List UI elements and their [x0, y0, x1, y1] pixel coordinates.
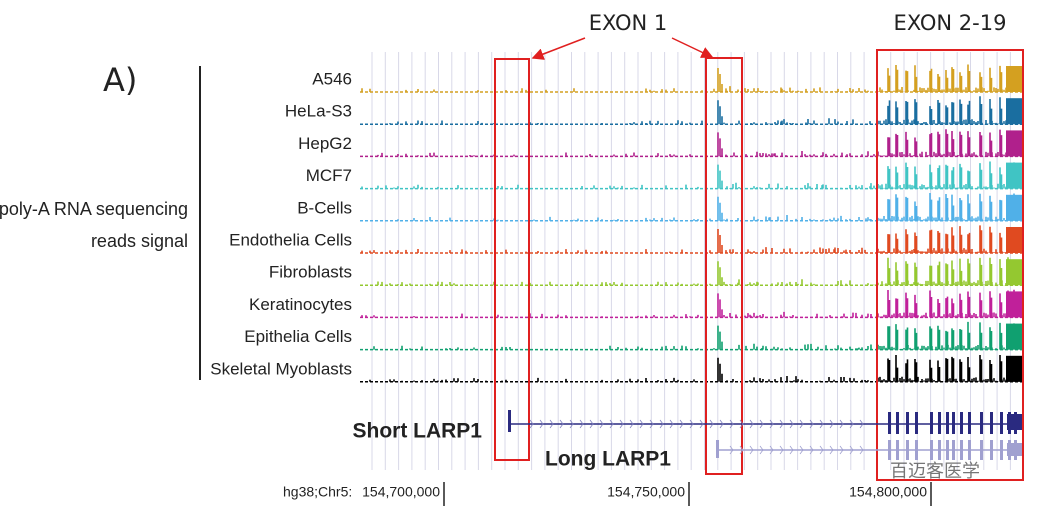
- exon: [980, 440, 983, 460]
- gene-label: Short LARP1: [352, 420, 482, 443]
- track-label: Epithelia Cells: [244, 327, 352, 346]
- exon: [1007, 414, 1022, 430]
- arrow: [671, 37, 714, 58]
- exon: [716, 440, 719, 458]
- exon: [906, 412, 909, 434]
- coord-tick: 154,700,000: [362, 484, 440, 500]
- tracks: A546 HeLa-S3 HepG2 MCF7 B-Cells Endothelia Ce…: [210, 64, 1022, 383]
- exon: [946, 440, 949, 460]
- exon: [952, 440, 955, 460]
- exon: [968, 412, 971, 434]
- signal-block: [1006, 194, 1022, 221]
- signal-block: [1006, 162, 1022, 189]
- exon1-label: EXON 1: [589, 11, 668, 35]
- track-label: Fibroblasts: [269, 263, 352, 282]
- exon: [960, 440, 963, 460]
- signal-block: [1006, 355, 1022, 382]
- track-label: Endothelia Cells: [229, 230, 352, 249]
- exon: [888, 440, 891, 460]
- coord-tick: 154,750,000: [607, 484, 685, 500]
- exon: [990, 412, 993, 434]
- signal: [377, 257, 1021, 286]
- exon: [952, 412, 955, 434]
- exon: [938, 440, 941, 460]
- y-label: poly-A RNA sequencing: [0, 199, 188, 219]
- exon: [930, 412, 933, 434]
- y-label: reads signal: [91, 231, 188, 251]
- panel-label: A): [103, 61, 137, 99]
- gene-label: Long LARP1: [545, 448, 671, 471]
- signal-block: [1006, 66, 1022, 92]
- coord-tick: 154,800,000: [849, 484, 927, 500]
- track-label: HepG2: [298, 134, 352, 153]
- gene-models: [508, 410, 1022, 460]
- track-label: MCF7: [306, 166, 352, 185]
- signal-block: [1006, 98, 1022, 125]
- signal-block: [1006, 323, 1022, 350]
- coord-prefix: hg38;Chr5:: [283, 484, 352, 500]
- exon: [906, 440, 909, 460]
- exon: [990, 440, 993, 460]
- track-label: Keratinocytes: [249, 295, 352, 314]
- track-label: A546: [312, 69, 352, 88]
- watermark: 百迈客医学: [890, 461, 980, 482]
- signal-block: [1006, 259, 1022, 286]
- signal-block: [1006, 291, 1022, 318]
- exon: [915, 412, 918, 434]
- exon: [960, 412, 963, 434]
- exon: [1007, 443, 1022, 456]
- signal-block: [1006, 227, 1022, 253]
- exon: [930, 440, 933, 460]
- signal-block: [1006, 130, 1022, 157]
- exon2-19-box: [876, 49, 1024, 481]
- exon: [1000, 412, 1003, 434]
- exon1-box: [494, 58, 530, 461]
- track-label: B-Cells: [297, 198, 352, 217]
- exon: [938, 412, 941, 434]
- exon: [888, 412, 891, 434]
- track-label: HeLa-S3: [285, 102, 352, 121]
- signal: [369, 354, 1021, 382]
- strand-arrows: [529, 419, 864, 429]
- exon2-19-label: EXON 2-19: [894, 11, 1007, 35]
- exon: [896, 440, 899, 460]
- signal: [377, 129, 1021, 157]
- exon: [1000, 440, 1003, 460]
- exon: [946, 412, 949, 434]
- arrow: [531, 37, 586, 60]
- exon: [968, 440, 971, 460]
- exon: [896, 412, 899, 434]
- track-label: Skeletal Myoblasts: [210, 359, 352, 378]
- exon: [980, 412, 983, 434]
- strand-arrows: [729, 445, 864, 455]
- signal: [373, 321, 1021, 350]
- exon1-box: [705, 57, 743, 475]
- exon: [915, 440, 918, 460]
- exon: [508, 410, 511, 432]
